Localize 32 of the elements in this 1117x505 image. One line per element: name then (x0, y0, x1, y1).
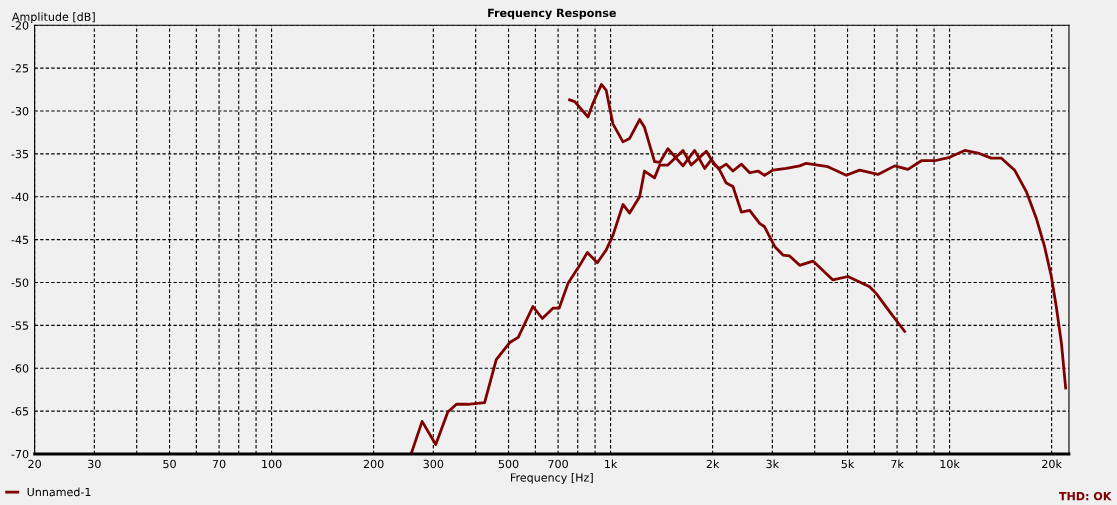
y-tick-label: -65 (11, 407, 29, 416)
y-tick-label: -20 (11, 21, 29, 30)
y-tick-label: -50 (11, 278, 29, 287)
y-tick-label: -40 (11, 192, 29, 202)
x-tick-label: 700 (548, 459, 568, 469)
y-tick-label: -35 (11, 149, 29, 159)
x-tick-label: 20k (1042, 459, 1062, 469)
text: THD: OK (1059, 491, 1112, 501)
x-tick-label: 3k (766, 459, 780, 469)
x-tick-label: 100 (262, 459, 282, 469)
x-tick-label: 2k (706, 459, 720, 468)
y-tick-label: -60 (11, 364, 29, 373)
y-tick-label: -45 (11, 235, 29, 244)
x-axis-title: Frequency [Hz] (510, 473, 593, 484)
x-tick-label: 300 (423, 459, 444, 469)
x-tick-label: 7k (891, 459, 904, 468)
x-tick-label: 200 (363, 459, 384, 469)
x-tick-label: 5k (841, 459, 855, 469)
chart-title: Frequency Response (488, 8, 616, 20)
x-tick-label: 10k (940, 459, 960, 469)
x-tick-label: 50 (163, 459, 176, 469)
y-axis-title: Amplitude [dB] (11, 12, 95, 24)
x-tick-label: 30 (88, 459, 101, 469)
y-tick-label: -30 (11, 106, 29, 116)
x-tick-label: 70 (212, 459, 226, 469)
y-tick-label: -55 (11, 321, 29, 330)
y-tick-label: -70 (11, 449, 29, 459)
x-tick-label: 20 (28, 459, 41, 469)
x-tick-label: 500 (498, 459, 519, 469)
y-tick-label: -25 (11, 64, 29, 73)
legend-label: Unnamed-1 (27, 487, 91, 497)
x-tick-label: 1k (605, 459, 618, 468)
